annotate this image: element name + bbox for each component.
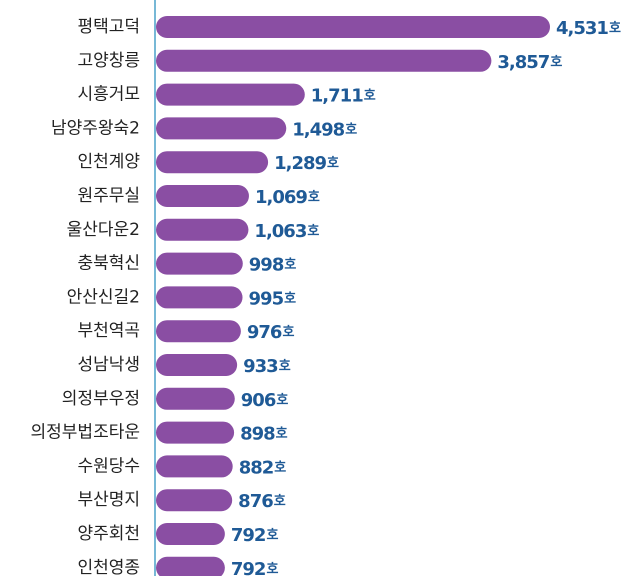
category-label: 안산신길2 xyxy=(67,287,140,307)
value-number: 906 xyxy=(241,389,276,410)
bar-7 xyxy=(156,252,243,275)
bar-5 xyxy=(156,185,249,207)
value-number: 1,498 xyxy=(292,119,344,140)
value-number: 3,857 xyxy=(497,51,549,72)
category-label: 양주회천 xyxy=(77,524,140,544)
value-unit: 호 xyxy=(282,325,294,340)
value-label: 882호 xyxy=(239,457,287,478)
value-number: 4,531 xyxy=(556,18,608,39)
value-number: 792 xyxy=(231,525,266,546)
value-label: 1,063호 xyxy=(254,220,319,241)
bar-12 xyxy=(156,421,235,444)
category-label: 인천계양 xyxy=(77,152,140,172)
value-label: 1,069호 xyxy=(255,187,320,208)
category-label: 부산명지 xyxy=(77,490,140,510)
bar-1 xyxy=(156,49,492,72)
value-unit: 호 xyxy=(284,257,296,272)
category-label: 원주무실 xyxy=(77,186,140,206)
category-label: 의정부우정 xyxy=(62,389,140,409)
value-number: 876 xyxy=(238,491,273,512)
category-label: 의정부법조타운 xyxy=(31,423,140,443)
value-unit: 호 xyxy=(364,88,376,103)
value-unit: 호 xyxy=(276,426,288,441)
bars-group xyxy=(156,16,550,576)
value-number: 976 xyxy=(247,322,282,343)
value-number: 898 xyxy=(240,423,275,444)
value-unit: 호 xyxy=(274,460,286,475)
value-label: 876호 xyxy=(238,491,286,512)
value-unit: 호 xyxy=(550,54,562,69)
bar-3 xyxy=(156,117,287,140)
value-unit: 호 xyxy=(274,494,286,509)
value-unit: 호 xyxy=(345,122,357,137)
value-number: 882 xyxy=(239,457,274,478)
category-label: 남양주왕숙2 xyxy=(51,118,140,138)
value-number: 995 xyxy=(249,288,284,309)
bar-16 xyxy=(156,556,225,576)
value-label: 792호 xyxy=(231,558,279,576)
value-label: 933호 xyxy=(243,356,291,377)
bar-11 xyxy=(156,387,235,410)
value-unit: 호 xyxy=(266,561,278,576)
bar-9 xyxy=(156,320,241,343)
value-number: 933 xyxy=(243,356,278,377)
value-unit: 호 xyxy=(276,392,288,407)
value-label: 995호 xyxy=(249,288,297,309)
value-unit: 호 xyxy=(327,156,339,171)
bar-15 xyxy=(156,523,225,545)
category-label: 수원당수 xyxy=(77,456,140,476)
value-unit: 호 xyxy=(307,223,319,238)
category-label: 시흥거모 xyxy=(77,85,140,105)
category-label: 충북혁신 xyxy=(77,254,140,274)
category-label: 고양창릉 xyxy=(77,51,140,71)
bar-4 xyxy=(156,151,269,174)
value-label: 906호 xyxy=(241,389,289,410)
value-unit: 호 xyxy=(266,528,278,543)
value-number: 1,063 xyxy=(254,220,306,241)
category-label: 평택고덕 xyxy=(77,17,140,37)
value-label: 1,498호 xyxy=(292,119,357,140)
bar-10 xyxy=(156,354,238,376)
value-unit: 호 xyxy=(609,21,621,36)
bar-6 xyxy=(156,218,249,241)
bar-0 xyxy=(156,16,550,38)
value-label: 3,857호 xyxy=(497,51,562,72)
category-label: 성남낙생 xyxy=(77,355,140,375)
value-label: 4,531호 xyxy=(556,18,621,39)
value-unit: 호 xyxy=(308,190,320,205)
bar-13 xyxy=(156,455,233,478)
value-number: 792 xyxy=(231,558,266,576)
bar-8 xyxy=(156,286,243,309)
value-unit: 호 xyxy=(279,359,291,374)
value-label: 1,289호 xyxy=(274,153,339,174)
value-number: 1,711 xyxy=(311,85,363,106)
value-label: 898호 xyxy=(240,423,288,444)
category-label: 부천역곡 xyxy=(77,321,140,341)
value-label: 976호 xyxy=(247,322,295,343)
value-number: 1,289 xyxy=(274,153,326,174)
bar-14 xyxy=(156,489,233,512)
bar-2 xyxy=(156,83,305,106)
value-number: 998 xyxy=(249,254,284,275)
value-unit: 호 xyxy=(284,291,296,306)
value-label: 1,711호 xyxy=(311,85,376,106)
category-label: 인천영종 xyxy=(77,558,140,576)
value-number: 1,069 xyxy=(255,187,307,208)
value-label: 792호 xyxy=(231,525,279,546)
value-label: 998호 xyxy=(249,254,297,275)
category-label: 울산다운2 xyxy=(67,220,140,240)
value-labels-group: 4,531호3,857호1,711호1,498호1,289호1,069호1,06… xyxy=(231,18,621,576)
